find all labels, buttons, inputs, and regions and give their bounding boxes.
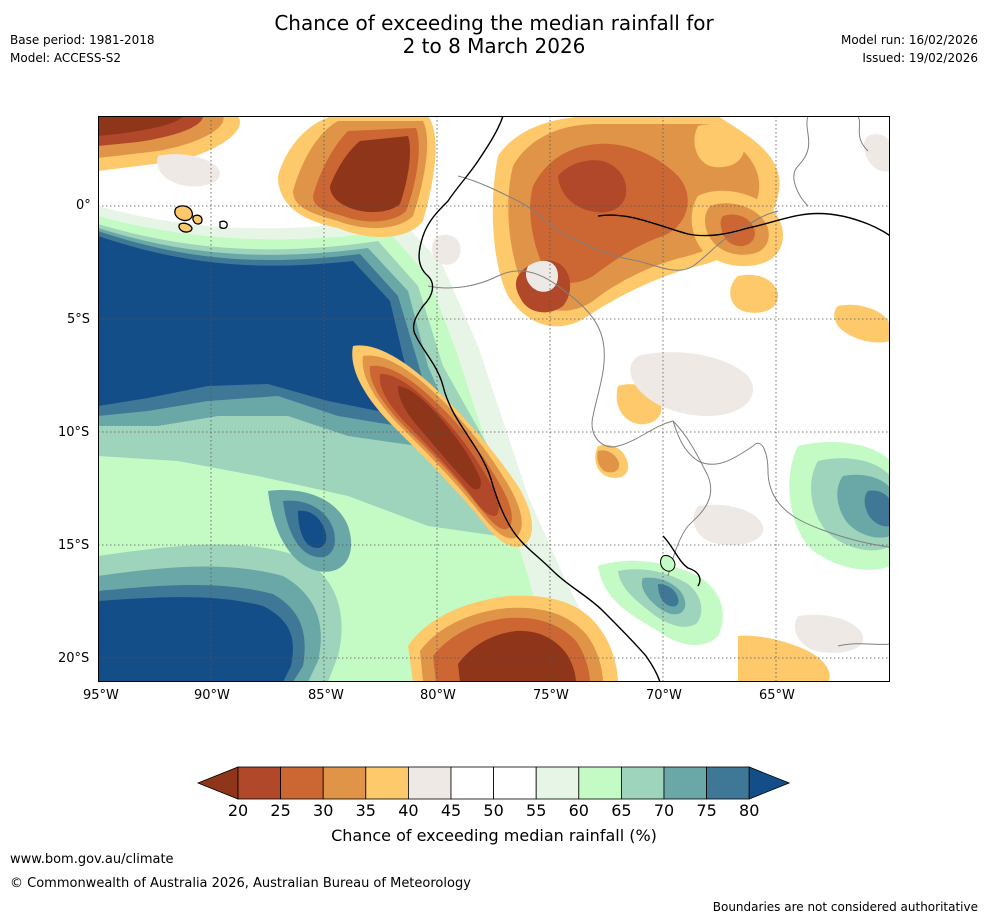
footer-disclaimer: Boundaries are not considered authoritat… bbox=[712, 900, 978, 914]
lon-label: 75°W bbox=[533, 688, 569, 703]
colorbar-tick-label: 55 bbox=[526, 801, 546, 820]
colorbar-tick-label: 45 bbox=[441, 801, 461, 820]
lon-label: 65°W bbox=[759, 688, 795, 703]
coast-dry-core bbox=[398, 386, 481, 490]
lake-titicaca bbox=[660, 555, 676, 572]
colorbar-tick-label: 35 bbox=[356, 801, 376, 820]
colorbar-swatch bbox=[450, 766, 494, 800]
colorbar-swatch bbox=[578, 766, 622, 800]
colorbar-tick-label: 75 bbox=[696, 801, 716, 820]
lat-label: 15°S bbox=[58, 538, 90, 553]
lat-label: 5°S bbox=[67, 312, 91, 327]
footer-copyright: © Commonwealth of Australia 2026, Austra… bbox=[10, 876, 471, 891]
map-frame bbox=[98, 116, 890, 682]
probability-map bbox=[98, 116, 890, 682]
colorbar-low-extend bbox=[196, 766, 239, 800]
colorbar-swatch bbox=[663, 766, 707, 800]
title-line-2: 2 to 8 March 2026 bbox=[402, 34, 586, 58]
colorbar-swatch bbox=[237, 766, 281, 800]
lon-label: 85°W bbox=[308, 688, 344, 703]
lon-label: 70°W bbox=[646, 688, 682, 703]
colorbar-swatch bbox=[322, 766, 367, 800]
lon-label: 80°W bbox=[420, 688, 456, 703]
lat-label: 10°S bbox=[58, 425, 90, 440]
base-period: Base period: 1981-2018 bbox=[10, 33, 155, 47]
footer-url[interactable]: www.bom.gov.au/climate bbox=[10, 852, 174, 867]
lat-label: 0° bbox=[76, 198, 91, 213]
colorbar: 20 25 30 35 40 45 50 55 60 65 70 75 80 bbox=[196, 766, 791, 820]
colorbar-high-extend bbox=[748, 766, 791, 800]
colorbar-swatch bbox=[706, 766, 750, 800]
colorbar-tick-label: 50 bbox=[483, 801, 503, 820]
colorbar-label: Chance of exceeding median rainfall (%) bbox=[331, 826, 657, 845]
lat-label: 20°S bbox=[58, 651, 90, 666]
ocean-core-wet bbox=[98, 236, 416, 411]
galapagos-islands bbox=[174, 205, 228, 233]
colorbar-swatch bbox=[620, 766, 665, 800]
model-run: Model run: 16/02/2026 bbox=[840, 33, 978, 47]
colorbar-tick-label: 70 bbox=[654, 801, 674, 820]
colorbar-swatch bbox=[365, 766, 409, 800]
colorbar-swatch bbox=[493, 766, 537, 800]
title-line-1: Chance of exceeding the median rainfall … bbox=[274, 11, 714, 35]
lon-label: 90°W bbox=[194, 688, 230, 703]
graticule bbox=[98, 116, 890, 682]
colorbar-tick-label: 25 bbox=[270, 801, 290, 820]
map-title: Chance of exceeding the median rainfall … bbox=[0, 12, 988, 58]
colorbar-tick-label: 30 bbox=[313, 801, 333, 820]
lon-label: 95°W bbox=[83, 688, 119, 703]
colorbar-tick-label: 40 bbox=[398, 801, 418, 820]
colorbar-tick-label: 80 bbox=[739, 801, 759, 820]
colorbar-tick-label: 65 bbox=[611, 801, 631, 820]
coastline bbox=[412, 116, 890, 682]
n-dry-core bbox=[330, 136, 411, 213]
s-dry-core bbox=[458, 630, 576, 682]
colorbar-swatch bbox=[280, 766, 324, 800]
model-name: Model: ACCESS-S2 bbox=[10, 51, 122, 65]
issued-date: Issued: 19/02/2026 bbox=[862, 51, 978, 65]
colorbar-swatch bbox=[535, 766, 580, 800]
sw-wet-core bbox=[98, 597, 293, 682]
colorbar-tick-label: 60 bbox=[569, 801, 589, 820]
colorbar-tick-label: 20 bbox=[228, 801, 248, 820]
colorbar-swatch bbox=[407, 766, 452, 800]
